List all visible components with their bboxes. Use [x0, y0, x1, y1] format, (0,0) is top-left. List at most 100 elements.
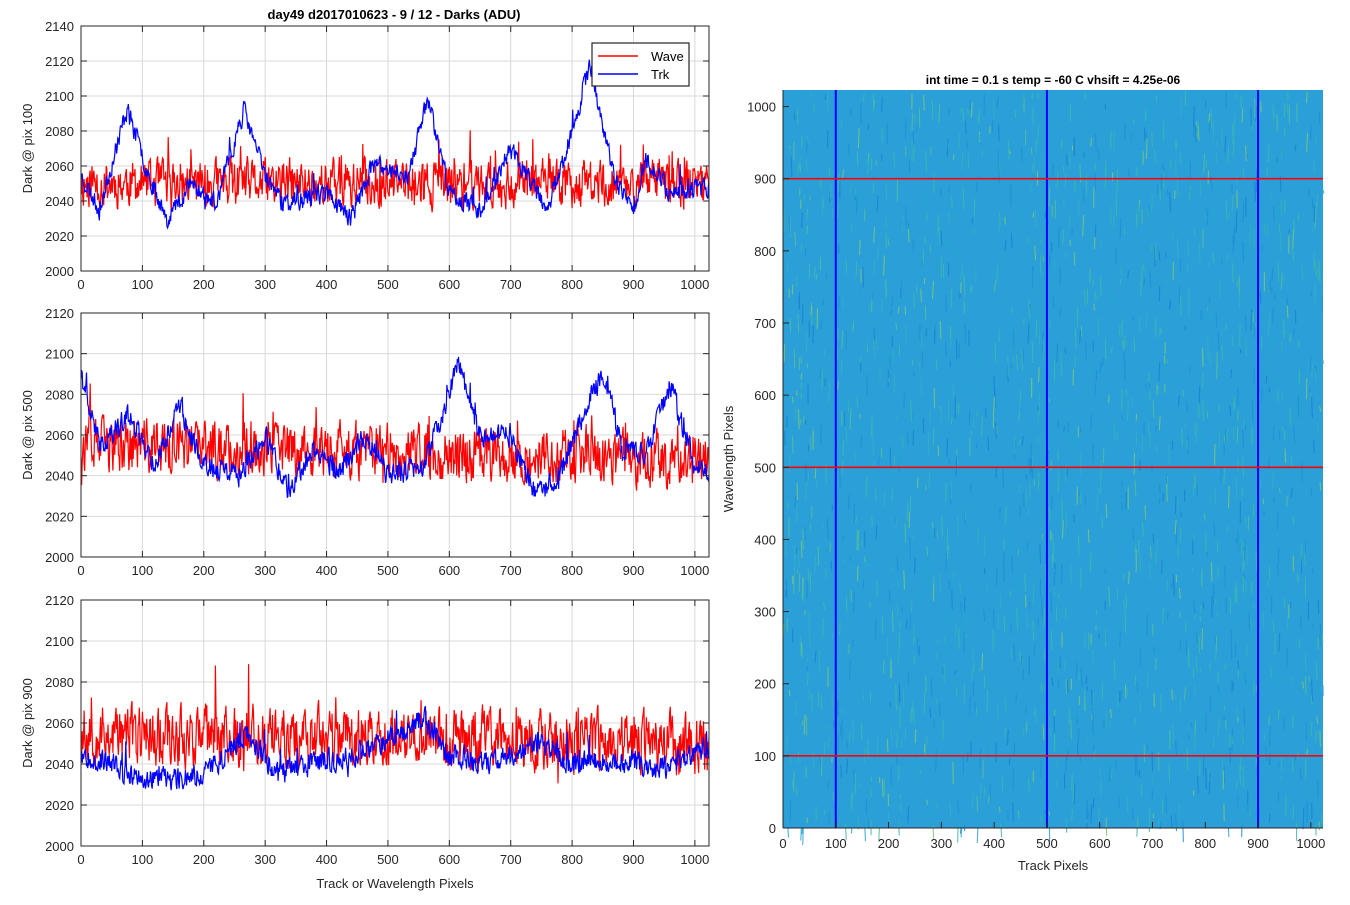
heatmap-x-tick-label: 200 [878, 836, 900, 851]
heatmap-y-tick-label: 600 [754, 388, 776, 403]
heatmap-title: int time = 0.1 s temp = -60 C vhsift = 4… [926, 73, 1181, 87]
heatmap-y-tick-label: 900 [754, 172, 776, 187]
x-tick-label: 400 [316, 277, 338, 292]
figure-title: day49 d2017010623 - 9 / 12 - Darks (ADU) [268, 7, 521, 22]
y-tick-label: 2000 [45, 839, 74, 854]
heatmap-streaks [782, 91, 1325, 839]
heatmap-y-axis-label: Wavelength Pixels [721, 405, 736, 512]
heatmap-x-tick-label: 0 [779, 836, 786, 851]
series-trk-line [81, 59, 709, 230]
x-tick-label: 400 [316, 852, 338, 867]
heatmap-streaks [786, 90, 1324, 843]
heatmap-y-tick-label: 0 [769, 821, 776, 836]
y-tick-label: 2020 [45, 229, 74, 244]
x-tick-label: 0 [77, 852, 84, 867]
heatmap-y-tick-label: 700 [754, 316, 776, 331]
line-plot-3: 0 100 200 300 400 500 600 700 800 900 1000 2000 2020… [20, 593, 710, 891]
x-tick-label: 300 [254, 563, 276, 578]
heatmap-x-tick-label: 800 [1194, 836, 1216, 851]
y-tick-label: 2100 [45, 634, 74, 649]
heatmap-plot: 0 100 200 300 400 500 600 700 800 900 1000 0 100 200 3… [721, 73, 1325, 873]
x-tick-label: 900 [623, 852, 645, 867]
heatmap-cells [782, 90, 1325, 846]
x-tick-label: 500 [377, 563, 399, 578]
x-tick-label: 800 [561, 277, 583, 292]
heatmap-x-tick-label: 1000 [1296, 836, 1325, 851]
heatmap-x-tick-label: 700 [1142, 836, 1164, 851]
y-tick-label: 2060 [45, 428, 74, 443]
heatmap-x-tick-label: 100 [825, 836, 847, 851]
x-tick-label: 0 [77, 277, 84, 292]
y-tick-label: 2040 [45, 194, 74, 209]
heatmap-y-tick-label: 400 [754, 532, 776, 547]
legend-label-trk: Trk [651, 67, 670, 82]
heatmap-streaks [786, 97, 1319, 841]
x-tick-label: 300 [254, 277, 276, 292]
x-tick-label: 600 [438, 852, 460, 867]
heatmap-x-axis-label: Track Pixels [1018, 858, 1089, 873]
y-tick-label: 2100 [45, 89, 74, 104]
x-tick-label: 1000 [680, 563, 709, 578]
y-tick-label: 2080 [45, 675, 74, 690]
x-tick-label: 1000 [680, 277, 709, 292]
heatmap-x-tick-label: 500 [1036, 836, 1058, 851]
series-wave-line [81, 130, 709, 213]
x-tick-label: 1000 [680, 852, 709, 867]
heatmap-x-tick-label: 600 [1089, 836, 1111, 851]
y-tick-label: 2000 [45, 550, 74, 565]
heatmap-y-tick-label: 800 [754, 244, 776, 259]
x-tick-label: 0 [77, 563, 84, 578]
heatmap-y-tick-label: 200 [754, 677, 776, 692]
x-axis-label: Track or Wavelength Pixels [316, 876, 474, 891]
y-tick-label: 2120 [45, 54, 74, 69]
x-tick-label: 300 [254, 852, 276, 867]
x-tick-label: 900 [623, 563, 645, 578]
plot-frame [80, 25, 710, 272]
y-tick-label: 2080 [45, 387, 74, 402]
x-tick-label: 100 [132, 852, 154, 867]
y-tick-label: 2060 [45, 716, 74, 731]
line-plot-2: 0 100 200 300 400 500 600 700 800 900 1000 2000 2020… [20, 306, 710, 578]
series-wave-line [81, 383, 709, 491]
x-tick-label: 700 [500, 852, 522, 867]
legend-box [591, 42, 690, 87]
heatmap-y-tick-label: 1000 [747, 100, 776, 115]
x-tick-label: 700 [500, 277, 522, 292]
y-tick-label: 2120 [45, 306, 74, 321]
x-tick-label: 800 [561, 852, 583, 867]
x-tick-label: 700 [500, 563, 522, 578]
heatmap-y-tick-label: 300 [754, 605, 776, 620]
legend-label-wave: Wave [651, 49, 684, 64]
heatmap-y-tick-label: 500 [754, 460, 776, 475]
x-tick-label: 100 [132, 563, 154, 578]
series-trk-line [81, 356, 709, 499]
y-tick-label: 2000 [45, 264, 74, 279]
x-tick-label: 800 [561, 563, 583, 578]
series-trk-line [81, 705, 709, 791]
heatmap-y-tick-label: 100 [754, 749, 776, 764]
heatmap-streaks [782, 92, 1325, 836]
y-axis-label: Dark @ pix 100 [20, 104, 35, 194]
y-tick-label: 2120 [45, 593, 74, 608]
x-tick-label: 200 [193, 852, 215, 867]
y-tick-label: 2020 [45, 798, 74, 813]
y-tick-label: 2100 [45, 347, 74, 362]
y-tick-label: 2060 [45, 159, 74, 174]
x-tick-label: 500 [377, 277, 399, 292]
heatmap-streaks [782, 92, 1324, 843]
x-tick-label: 600 [438, 277, 460, 292]
y-tick-label: 2020 [45, 509, 74, 524]
legend: Wave Trk [591, 42, 690, 87]
x-tick-label: 500 [377, 852, 399, 867]
x-tick-label: 400 [316, 563, 338, 578]
y-tick-label: 2080 [45, 124, 74, 139]
x-tick-label: 100 [132, 277, 154, 292]
y-axis-label: Dark @ pix 500 [20, 390, 35, 480]
line-plot-1: 0 100 200 300 400 500 600 700 800 900 1000 2000 2020… [20, 19, 710, 292]
y-tick-label: 2140 [45, 19, 74, 34]
series-wave-line [81, 664, 709, 784]
heatmap-x-tick-label: 300 [931, 836, 953, 851]
x-tick-label: 600 [438, 563, 460, 578]
